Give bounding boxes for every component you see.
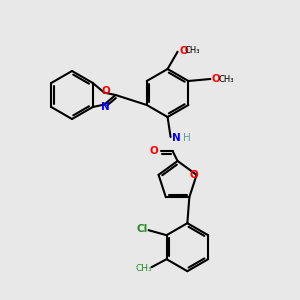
Text: O: O [101,85,110,96]
Text: CH₃: CH₃ [219,74,234,83]
Text: Cl: Cl [137,224,148,234]
Text: O: O [179,46,188,56]
Text: N: N [172,133,181,143]
Text: O: O [212,74,221,84]
Text: CH₃: CH₃ [185,46,200,55]
Text: O: O [189,170,198,180]
Text: H: H [183,133,190,143]
Text: O: O [149,146,158,156]
Text: CH₃: CH₃ [135,264,152,273]
Text: N: N [101,102,110,112]
